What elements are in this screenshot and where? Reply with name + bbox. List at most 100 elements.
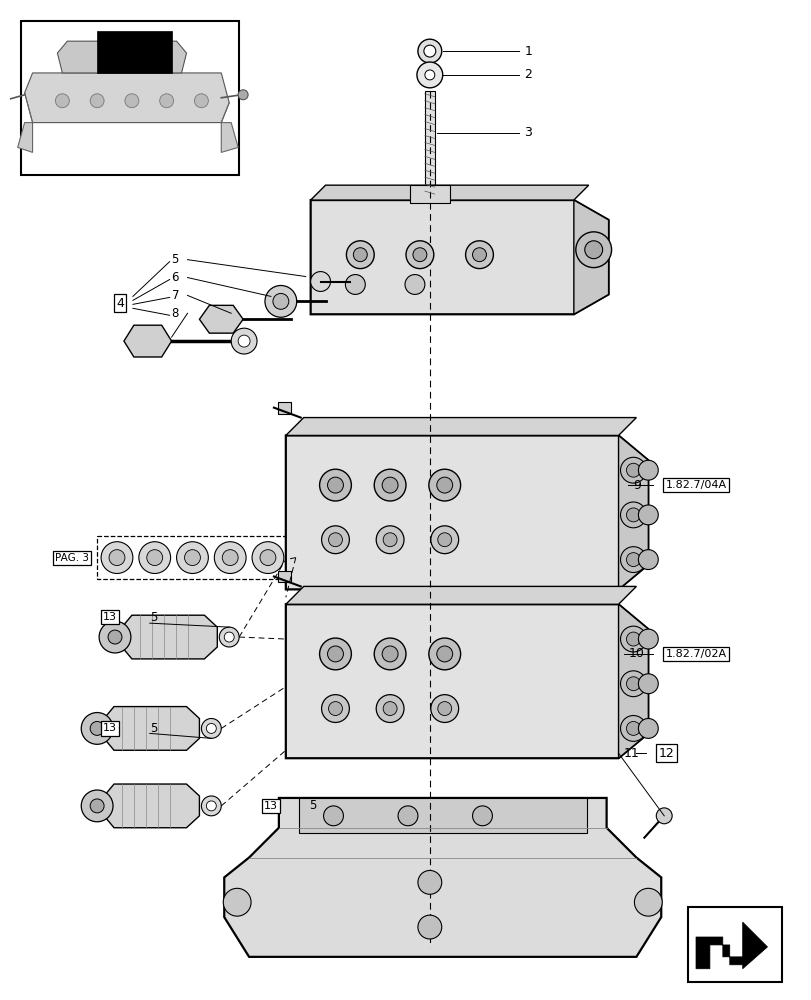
Circle shape bbox=[374, 638, 406, 670]
Circle shape bbox=[626, 508, 640, 522]
Circle shape bbox=[620, 671, 646, 697]
Polygon shape bbox=[58, 41, 187, 73]
Circle shape bbox=[383, 702, 397, 716]
Circle shape bbox=[428, 469, 460, 501]
Polygon shape bbox=[24, 73, 229, 123]
Circle shape bbox=[637, 460, 658, 480]
Circle shape bbox=[176, 542, 208, 573]
Circle shape bbox=[323, 806, 343, 826]
Polygon shape bbox=[104, 707, 200, 750]
Circle shape bbox=[219, 627, 239, 647]
Circle shape bbox=[264, 285, 296, 317]
Circle shape bbox=[620, 502, 646, 528]
Circle shape bbox=[405, 275, 424, 294]
Circle shape bbox=[206, 801, 216, 811]
Circle shape bbox=[626, 632, 640, 646]
Circle shape bbox=[90, 721, 104, 735]
Text: 10: 10 bbox=[628, 647, 644, 660]
Polygon shape bbox=[104, 784, 200, 828]
Text: 11: 11 bbox=[623, 747, 638, 760]
Circle shape bbox=[437, 533, 451, 547]
Circle shape bbox=[626, 463, 640, 477]
Circle shape bbox=[633, 888, 662, 916]
Bar bbox=[424, 91, 434, 192]
Circle shape bbox=[99, 621, 131, 653]
Circle shape bbox=[626, 721, 640, 735]
Circle shape bbox=[375, 695, 404, 722]
Circle shape bbox=[327, 477, 343, 493]
Circle shape bbox=[223, 888, 251, 916]
Circle shape bbox=[184, 550, 200, 566]
Circle shape bbox=[655, 808, 672, 824]
Circle shape bbox=[382, 477, 397, 493]
Circle shape bbox=[416, 62, 442, 88]
Text: 13: 13 bbox=[103, 723, 117, 733]
Text: 7: 7 bbox=[171, 289, 179, 302]
Polygon shape bbox=[311, 200, 608, 314]
Polygon shape bbox=[573, 200, 608, 314]
Circle shape bbox=[620, 716, 646, 741]
Circle shape bbox=[147, 550, 162, 566]
Bar bbox=[298, 798, 586, 833]
Text: 5: 5 bbox=[308, 799, 315, 812]
Text: 5: 5 bbox=[171, 253, 178, 266]
Circle shape bbox=[637, 674, 658, 694]
Circle shape bbox=[637, 550, 658, 570]
Polygon shape bbox=[224, 798, 660, 957]
Bar bbox=[410, 185, 449, 203]
Circle shape bbox=[626, 553, 640, 567]
Text: 2: 2 bbox=[524, 68, 531, 81]
Polygon shape bbox=[695, 922, 766, 969]
Circle shape bbox=[465, 241, 493, 269]
Circle shape bbox=[375, 526, 404, 554]
Circle shape bbox=[626, 677, 640, 691]
Polygon shape bbox=[18, 123, 32, 152]
Polygon shape bbox=[618, 435, 647, 589]
Circle shape bbox=[423, 45, 436, 57]
Circle shape bbox=[160, 94, 174, 108]
Circle shape bbox=[620, 626, 646, 652]
Circle shape bbox=[90, 799, 104, 813]
Circle shape bbox=[397, 806, 418, 826]
Text: 4: 4 bbox=[116, 297, 124, 310]
Polygon shape bbox=[285, 586, 636, 604]
Text: 13: 13 bbox=[264, 801, 277, 811]
Circle shape bbox=[436, 477, 452, 493]
Text: 1: 1 bbox=[524, 45, 531, 58]
Circle shape bbox=[637, 629, 658, 649]
Circle shape bbox=[328, 533, 342, 547]
Circle shape bbox=[346, 241, 374, 269]
Polygon shape bbox=[277, 571, 290, 582]
Circle shape bbox=[201, 718, 221, 738]
Polygon shape bbox=[122, 615, 217, 659]
Bar bbox=[20, 21, 239, 175]
Text: 5: 5 bbox=[149, 611, 157, 624]
Circle shape bbox=[238, 90, 248, 100]
Circle shape bbox=[428, 638, 460, 670]
Text: 9: 9 bbox=[633, 479, 641, 492]
Text: PAG. 3: PAG. 3 bbox=[55, 553, 89, 563]
Text: 5: 5 bbox=[149, 722, 157, 735]
Circle shape bbox=[431, 695, 458, 722]
Circle shape bbox=[251, 542, 284, 573]
Bar bbox=[97, 536, 295, 579]
Circle shape bbox=[431, 526, 458, 554]
Circle shape bbox=[620, 547, 646, 573]
Circle shape bbox=[194, 94, 208, 108]
Circle shape bbox=[418, 915, 441, 939]
Circle shape bbox=[374, 469, 406, 501]
Circle shape bbox=[231, 328, 257, 354]
Circle shape bbox=[238, 335, 250, 347]
Text: 1.82.7/02A: 1.82.7/02A bbox=[665, 649, 726, 659]
Circle shape bbox=[81, 713, 113, 744]
Circle shape bbox=[214, 542, 246, 573]
Circle shape bbox=[206, 723, 216, 733]
Text: 8: 8 bbox=[171, 307, 178, 320]
Circle shape bbox=[109, 550, 125, 566]
Circle shape bbox=[125, 94, 139, 108]
Circle shape bbox=[224, 632, 234, 642]
Polygon shape bbox=[618, 604, 647, 758]
Polygon shape bbox=[221, 123, 238, 152]
Circle shape bbox=[328, 702, 342, 716]
Circle shape bbox=[222, 550, 238, 566]
